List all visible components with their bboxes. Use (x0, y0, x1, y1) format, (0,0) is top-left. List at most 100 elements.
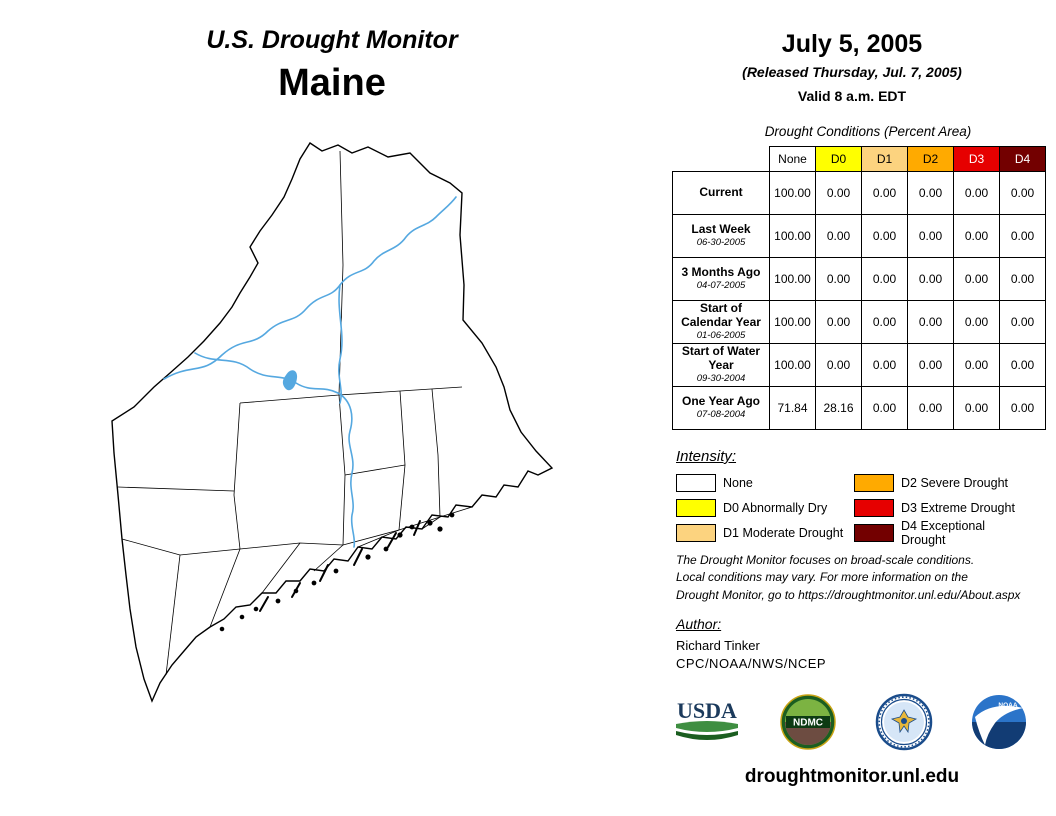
cell-value: 0.00 (815, 171, 862, 215)
col-header-d0: D0 (815, 146, 862, 172)
cell-value: 28.16 (815, 386, 862, 430)
cell-value: 0.00 (999, 257, 1046, 301)
row-date: 04-07-2005 (696, 279, 746, 291)
drought-conditions-table: None D0 D1 D2 D3 D4 Current 100.00 0.00 … (672, 146, 1046, 430)
row-label: Start of Water Year (681, 344, 761, 373)
table-row: Current 100.00 0.00 0.00 0.00 0.00 0.00 (672, 171, 1046, 215)
legend-item-d1: D1 Moderate Drought (676, 520, 854, 545)
cell-value: 0.00 (999, 214, 1046, 258)
svg-text:USDA: USDA (677, 698, 737, 723)
legend-label: D2 Severe Drought (901, 475, 1009, 490)
legend-label: D4 Exceptional Drought (901, 518, 986, 547)
cell-value: 0.00 (999, 386, 1046, 430)
author-name: Richard Tinker (676, 638, 760, 653)
intensity-legend: None D0 Abnormally Dry D1 Moderate Droug… (676, 470, 1036, 547)
legend-label: None (723, 475, 753, 490)
d1-swatch (676, 523, 716, 542)
cell-value: 100.00 (769, 343, 816, 387)
maine-map-svg (111, 142, 554, 703)
footer-url: droughtmonitor.unl.edu (744, 766, 960, 787)
released-date: (Released Thursday, Jul. 7, 2005) (742, 64, 962, 80)
valid-time: Valid 8 a.m. EDT (797, 88, 907, 104)
cell-value: 100.00 (769, 171, 816, 215)
cell-value: 0.00 (999, 343, 1046, 387)
report-title: U.S. Drought Monitor (206, 26, 458, 54)
col-header-d3: D3 (953, 146, 1000, 172)
intensity-title: Intensity: (676, 448, 737, 465)
state-name: Maine (278, 62, 386, 104)
table-row: One Year Ago 07-08-2004 71.84 28.16 0.00 … (672, 386, 1046, 430)
county-borders (117, 150, 473, 676)
d2-swatch (854, 473, 894, 492)
cell-value: 0.00 (861, 214, 908, 258)
cell-value: 0.00 (861, 343, 908, 387)
cell-value: 0.00 (861, 300, 908, 344)
row-date: 06-30-2005 (696, 236, 746, 248)
cell-value: 0.00 (907, 300, 954, 344)
cell-value: 0.00 (953, 300, 1000, 344)
d0-swatch (676, 498, 716, 517)
author-title: Author: (676, 616, 722, 632)
legend-label: D3 Extreme Drought (901, 500, 1015, 515)
cell-value: 71.84 (769, 386, 816, 430)
row-date: 07-08-2004 (696, 408, 746, 420)
maine-map (100, 135, 570, 715)
table-corner-cell (673, 147, 770, 172)
noaa-logo: NOAA (971, 695, 1026, 749)
cell-value: 100.00 (769, 214, 816, 258)
cell-value: 0.00 (861, 257, 908, 301)
row-label: Start of Calendar Year (681, 301, 761, 330)
map-date: July 5, 2005 (781, 30, 923, 58)
row-label: Current (699, 185, 743, 200)
cell-value: 0.00 (861, 171, 908, 215)
table-row: Last Week 06-30-2005 100.00 0.00 0.00 0.0… (672, 214, 1046, 258)
col-header-none: None (769, 146, 816, 172)
cell-value: 0.00 (907, 386, 954, 430)
usda-logo: USDA (676, 698, 738, 740)
row-date: 01-06-2005 (696, 329, 746, 341)
legend-item-none: None (676, 470, 854, 495)
agency-logos: USDA NDMC NOAA (672, 690, 1028, 754)
cell-value: 0.00 (861, 386, 908, 430)
commerce-seal-logo (875, 693, 932, 751)
cell-value: 0.00 (907, 171, 954, 215)
cell-value: 0.00 (953, 257, 1000, 301)
cell-value: 0.00 (999, 171, 1046, 215)
cell-value: 0.00 (815, 214, 862, 258)
state-outline (111, 142, 554, 703)
d4-swatch (854, 523, 894, 542)
legend-label: D0 Abnormally Dry (723, 500, 828, 515)
ndmc-logo: NDMC (780, 694, 837, 750)
svg-text:NDMC: NDMC (793, 718, 823, 729)
cell-value: 0.00 (815, 343, 862, 387)
cell-value: 0.00 (953, 214, 1000, 258)
col-header-d4: D4 (999, 146, 1046, 172)
cell-value: 0.00 (815, 257, 862, 301)
cell-value: 0.00 (815, 300, 862, 344)
disclaimer-line: The Drought Monitor focuses on broad-sca… (676, 553, 975, 567)
coastal-islands (219, 512, 455, 632)
table-row: 3 Months Ago 04-07-2005 100.00 0.00 0.00 … (672, 257, 1046, 301)
col-header-d1: D1 (861, 146, 908, 172)
rivers (163, 196, 457, 548)
cell-value: 0.00 (999, 300, 1046, 344)
legend-item-d3: D3 Extreme Drought (854, 495, 1030, 520)
cell-value: 0.00 (907, 343, 954, 387)
row-label: One Year Ago (681, 394, 761, 409)
cell-value: 0.00 (907, 257, 954, 301)
row-label: Last Week (691, 222, 751, 237)
cell-value: 100.00 (769, 300, 816, 344)
legend-label: D1 Moderate Drought (723, 525, 844, 540)
lake (282, 370, 298, 391)
cell-value: 0.00 (953, 386, 1000, 430)
row-date: 09-30-2004 (696, 372, 746, 384)
cell-value: 0.00 (907, 214, 954, 258)
disclaimer-line: Drought Monitor, go to https://droughtmo… (676, 587, 1021, 602)
legend-item-d0: D0 Abnormally Dry (676, 495, 854, 520)
row-label: 3 Months Ago (681, 265, 761, 280)
legend-item-d4: D4 Exceptional Drought (854, 518, 1030, 547)
table-row: Start of Water Year 09-30-2004 100.00 0.0… (672, 343, 1046, 387)
col-header-d2: D2 (907, 146, 954, 172)
cell-value: 0.00 (953, 171, 1000, 215)
